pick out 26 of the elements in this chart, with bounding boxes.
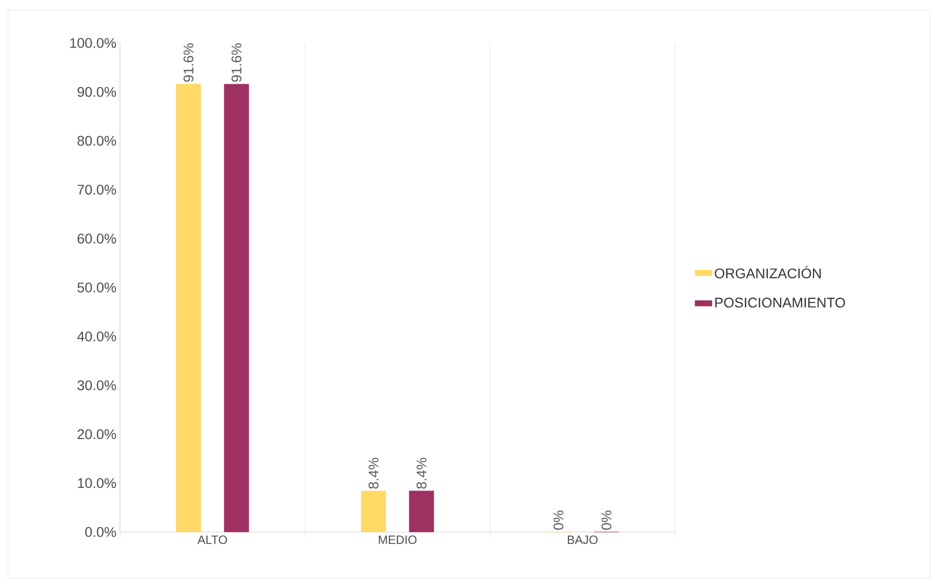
y-tick-label: 80.0% [78,136,116,146]
legend-label: ORGANIZACIÓN [714,266,821,278]
y-tick-label: 0.0% [85,527,116,537]
x-tick-label: BAJO [568,536,598,544]
y-tick-label: 70.0% [78,184,116,195]
y-tick-label: 10.0% [78,478,116,488]
x-tick-label: MEDIO [378,536,417,544]
data-label: 91.6% [184,43,194,82]
bar [224,84,249,532]
data-label: 8.4% [416,458,426,489]
legend-label: POSICIONAMIENTO [715,298,845,308]
bar [176,84,201,532]
bar [409,490,434,532]
y-tick-label: 60.0% [78,234,116,244]
y-tick-label: 30.0% [77,380,116,390]
data-label: 91.6% [232,43,242,82]
y-tick-label: 40.0% [77,331,116,342]
y-tick-label: 100.0% [70,38,116,48]
x-tick-label: ALTO [197,536,227,544]
bar [361,490,386,532]
y-tick-label: 90.0% [78,86,116,97]
y-tick-label: 50.0% [77,282,116,292]
data-label: 8.4% [368,458,378,489]
data-label: 0% [554,510,564,530]
y-tick-label: 20.0% [78,429,116,440]
data-label: 0% [602,510,612,530]
